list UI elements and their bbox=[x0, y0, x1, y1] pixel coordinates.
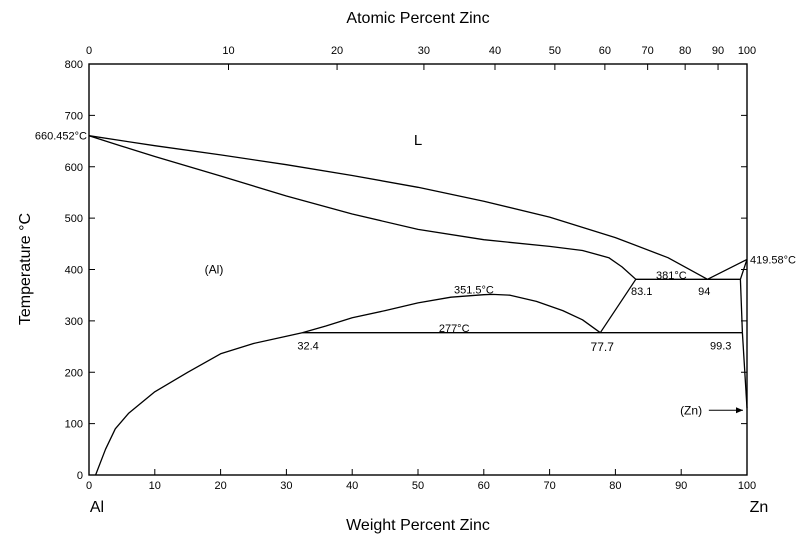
phase-boundary-solidus bbox=[88, 135, 637, 280]
top-tick-label: 30 bbox=[418, 45, 430, 57]
bottom-tick-label: 10 bbox=[149, 480, 161, 492]
phase-boundary-miscibility-gap bbox=[302, 293, 601, 334]
top-axis-title: Atomic Percent Zinc bbox=[346, 10, 489, 27]
top-tick-label: 20 bbox=[331, 45, 343, 57]
diagram-annotation: (Zn) bbox=[680, 403, 702, 417]
right-element-label: Zn bbox=[750, 499, 769, 516]
bottom-tick-label: 30 bbox=[280, 480, 292, 492]
diagram-annotation: 83.1 bbox=[631, 286, 652, 298]
phase-boundary-al-solvus bbox=[94, 332, 303, 476]
top-tick-label: 60 bbox=[599, 45, 611, 57]
y-tick-label: 200 bbox=[65, 367, 83, 379]
diagram-annotation: 32.4 bbox=[297, 341, 318, 353]
phase-boundary-zn-solvus-lower bbox=[741, 332, 748, 409]
bottom-tick-label: 90 bbox=[675, 480, 687, 492]
y-tick-label: 600 bbox=[65, 162, 83, 174]
diagram-annotation: 351.5°C bbox=[454, 285, 494, 297]
y-tick-label: 100 bbox=[65, 419, 83, 431]
phase-boundary-zn-solvus-upper bbox=[739, 279, 744, 333]
y-tick-label: 700 bbox=[65, 110, 83, 122]
phase-boundary-zn-solidus bbox=[739, 259, 748, 280]
bottom-axis-title: Weight Percent Zinc bbox=[346, 517, 490, 534]
bottom-tick-label: 60 bbox=[478, 480, 490, 492]
y-tick-label: 800 bbox=[65, 59, 83, 71]
phase-boundary-monotectoid-right bbox=[599, 278, 637, 334]
phase-boundary-liquidus bbox=[88, 135, 708, 280]
diagram-annotation: 419.58°C bbox=[750, 254, 796, 266]
diagram-annotation: 77.7 bbox=[591, 340, 615, 354]
top-tick-label: 10 bbox=[222, 45, 234, 57]
y-axis-title: Temperature °C bbox=[17, 213, 34, 325]
diagram-annotation: L bbox=[414, 132, 422, 149]
top-tick-label: 50 bbox=[549, 45, 561, 57]
bottom-tick-label: 80 bbox=[609, 480, 621, 492]
diagram-annotation: (Al) bbox=[205, 263, 224, 277]
phase-boundary-zn-liquidus bbox=[707, 258, 748, 280]
y-tick-label: 400 bbox=[65, 265, 83, 277]
bottom-tick-label: 0 bbox=[86, 480, 92, 492]
top-tick-label: 90 bbox=[712, 45, 724, 57]
diagram-annotation: 99.3 bbox=[710, 341, 731, 353]
diagram-annotation: 660.452°C bbox=[35, 131, 87, 143]
top-tick-label: 80 bbox=[679, 45, 691, 57]
y-tick-label: 0 bbox=[77, 470, 83, 482]
bottom-tick-label: 20 bbox=[214, 480, 226, 492]
top-tick-label: 70 bbox=[642, 45, 654, 57]
bottom-tick-label: 50 bbox=[412, 480, 424, 492]
diagram-annotation: 94 bbox=[698, 286, 710, 298]
plot-frame bbox=[88, 63, 748, 476]
y-tick-label: 500 bbox=[65, 213, 83, 225]
y-tick-label: 300 bbox=[65, 316, 83, 328]
bottom-tick-label: 100 bbox=[738, 480, 756, 492]
diagram-annotation: 381°C bbox=[656, 270, 687, 282]
top-tick-label: 100 bbox=[738, 45, 756, 57]
left-element-label: Al bbox=[90, 499, 104, 516]
diagram-annotation: 277°C bbox=[439, 323, 470, 335]
bottom-tick-label: 40 bbox=[346, 480, 358, 492]
top-tick-label: 0 bbox=[86, 45, 92, 57]
bottom-tick-label: 70 bbox=[543, 480, 555, 492]
top-tick-label: 40 bbox=[489, 45, 501, 57]
